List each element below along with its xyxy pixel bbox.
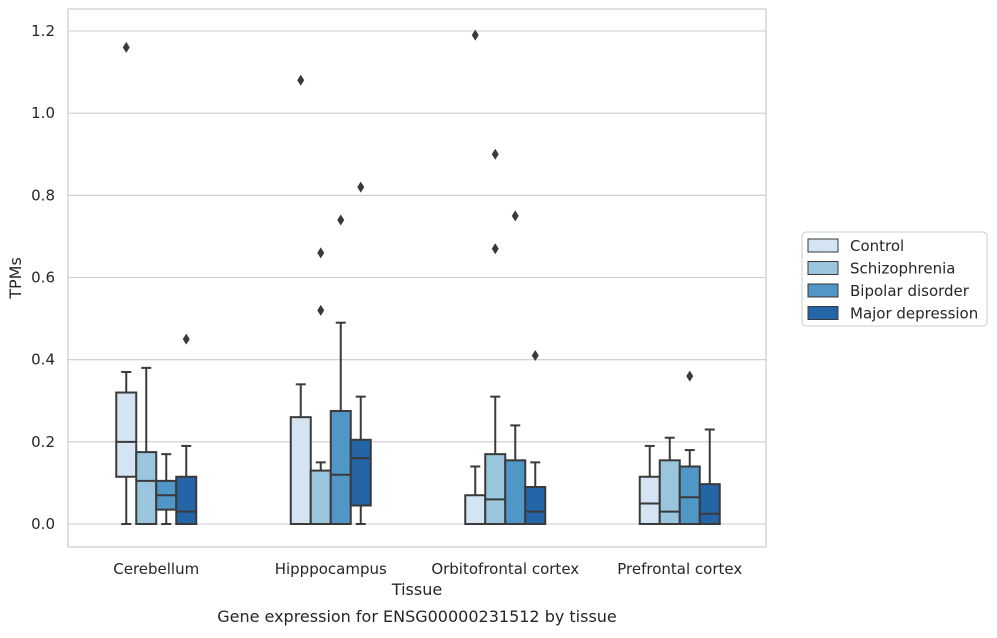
- plot-frame: [67, 8, 767, 548]
- box-iqr: [638, 475, 661, 526]
- legend-label: Bipolar disorder: [850, 282, 970, 300]
- box-iqr: [658, 459, 681, 525]
- legend-label: Major depression: [850, 305, 978, 323]
- legend-swatch: [807, 283, 839, 298]
- chart-caption: Gene expression for ENSG00000231512 by t…: [217, 607, 617, 626]
- outlier-point: [337, 214, 345, 226]
- outlier-point: [491, 243, 499, 255]
- x-tick-label: Hipppocampus: [275, 560, 387, 578]
- outlier-point: [511, 210, 519, 222]
- y-tick-label: 0.8: [31, 186, 55, 204]
- box-control: [115, 41, 138, 525]
- y-tick-label: 1.0: [31, 104, 55, 122]
- x-tick-label: Cerebellum: [113, 560, 199, 578]
- outlier-point: [122, 41, 130, 53]
- outlier-point: [491, 148, 499, 160]
- box-major-depression: [175, 333, 198, 526]
- y-tick-label: 1.2: [31, 22, 55, 40]
- y-tick-label: 0.6: [31, 269, 55, 287]
- box-iqr: [175, 475, 198, 526]
- legend-frame: [801, 231, 988, 327]
- box-bipolar-disorder: [504, 210, 527, 525]
- box-major-depression: [349, 181, 372, 525]
- y-tick-label: 0.0: [31, 515, 55, 533]
- outlier-point: [357, 181, 365, 193]
- y-axis-label: TPMs: [6, 257, 25, 300]
- x-tick-label: Prefrontal cortex: [617, 560, 742, 578]
- legend-label: Control: [850, 237, 904, 255]
- box-iqr: [289, 416, 312, 525]
- outlier-point: [531, 350, 539, 362]
- box-iqr: [329, 410, 352, 526]
- box-major-depression: [524, 350, 547, 525]
- box-iqr: [484, 453, 507, 525]
- legend: Control Schizophrenia Bipolar disorder Majo…: [801, 231, 988, 327]
- box-iqr: [135, 451, 158, 525]
- box-iqr: [678, 465, 701, 526]
- box-series: [115, 29, 721, 526]
- x-tick-label: Orbitofrontal cortex: [431, 560, 579, 578]
- y-tick-label: 0.2: [31, 433, 55, 451]
- box-iqr: [698, 483, 721, 526]
- legend-swatch: [807, 238, 839, 253]
- box-iqr: [349, 438, 372, 507]
- outlier-point: [686, 370, 694, 382]
- outlier-point: [317, 247, 325, 259]
- legend-swatch: [807, 261, 839, 275]
- box-iqr: [115, 391, 138, 478]
- legend-label: Schizophrenia: [850, 260, 955, 278]
- box-iqr: [309, 469, 332, 526]
- outlier-point: [471, 29, 479, 41]
- box-iqr: [504, 459, 527, 525]
- box-iqr: [464, 494, 487, 526]
- legend-swatch: [807, 306, 839, 320]
- box-schizophrenia: [309, 247, 332, 526]
- y-tick-labels: 0.0 0.2 0.4 0.6 0.8 1.0 1.2: [31, 22, 55, 533]
- x-tick-labels: Cerebellum Hipppocampus Orbitofrontal cort…: [113, 560, 742, 578]
- box-iqr: [524, 486, 547, 525]
- y-tick-label: 0.4: [31, 351, 55, 369]
- box-control: [464, 29, 487, 526]
- box-control: [289, 74, 312, 525]
- box-major-depression: [698, 428, 721, 526]
- x-axis-label: Tissue: [391, 580, 442, 599]
- outlier-point: [317, 304, 325, 316]
- outlier-point: [182, 333, 190, 345]
- outlier-point: [297, 74, 305, 86]
